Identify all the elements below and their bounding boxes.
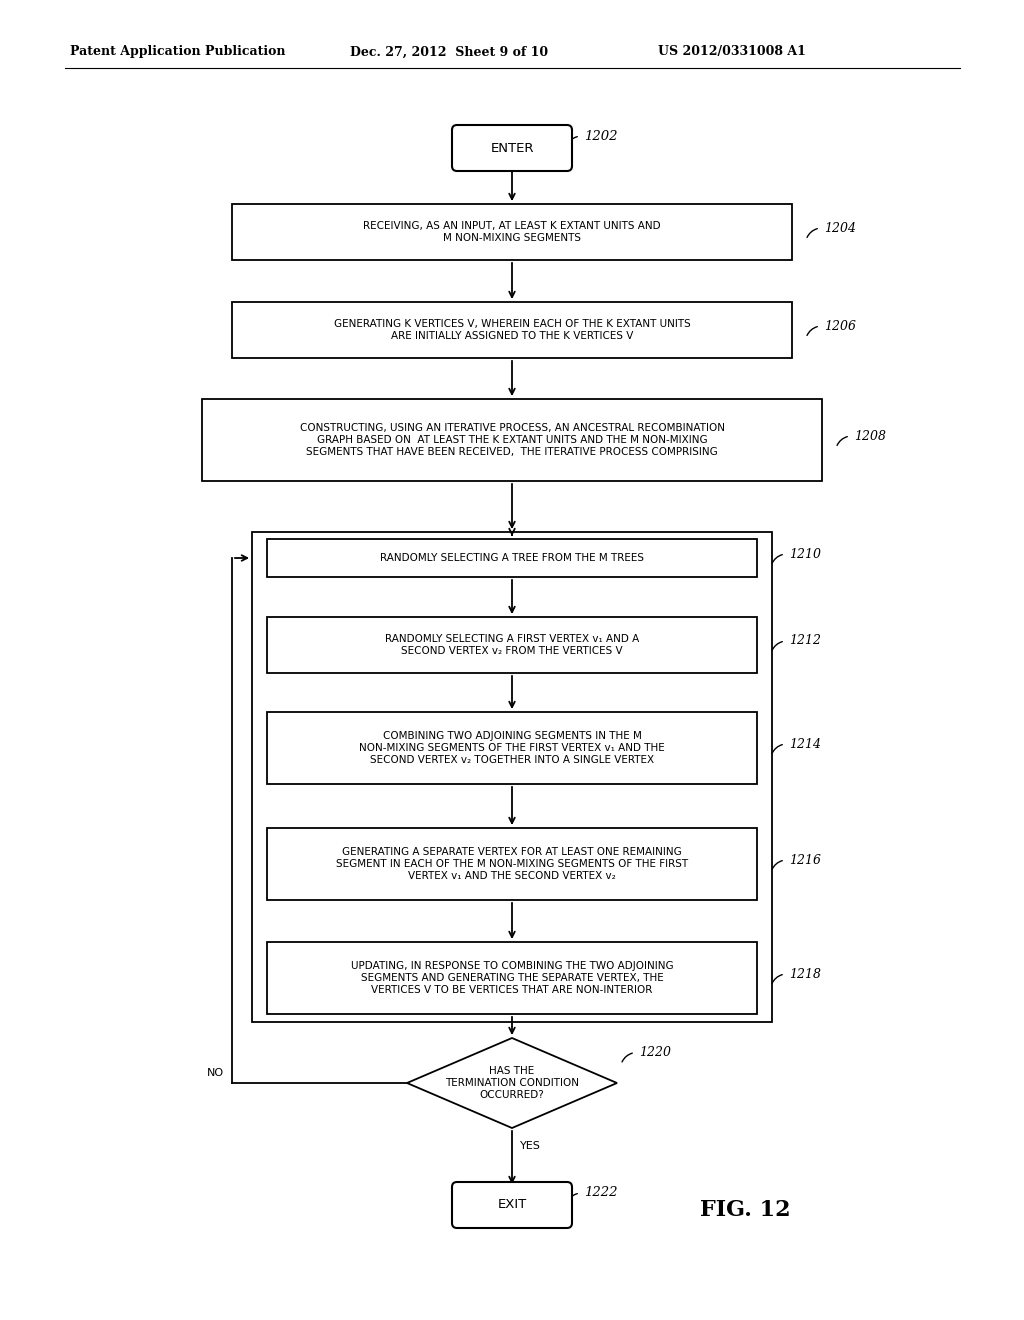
Bar xyxy=(232,302,792,358)
Text: NO: NO xyxy=(207,1068,224,1078)
Text: ENTER: ENTER xyxy=(490,141,534,154)
Bar xyxy=(232,205,792,260)
Text: 1216: 1216 xyxy=(790,854,821,866)
Bar xyxy=(202,399,822,480)
Text: 1212: 1212 xyxy=(790,635,821,648)
Text: 1206: 1206 xyxy=(824,319,856,333)
Text: YES: YES xyxy=(520,1140,541,1151)
Text: CONSTRUCTING, USING AN ITERATIVE PROCESS, AN ANCESTRAL RECOMBINATION
GRAPH BASED: CONSTRUCTING, USING AN ITERATIVE PROCESS… xyxy=(299,424,725,457)
Text: 1208: 1208 xyxy=(854,429,886,442)
Polygon shape xyxy=(407,1038,617,1129)
Text: 1214: 1214 xyxy=(790,738,821,751)
Text: 1210: 1210 xyxy=(790,548,821,561)
Text: UPDATING, IN RESPONSE TO COMBINING THE TWO ADJOINING
SEGMENTS AND GENERATING THE: UPDATING, IN RESPONSE TO COMBINING THE T… xyxy=(350,961,674,994)
Text: EXIT: EXIT xyxy=(498,1199,526,1212)
Text: RECEIVING, AS AN INPUT, AT LEAST K EXTANT UNITS AND
M NON-MIXING SEGMENTS: RECEIVING, AS AN INPUT, AT LEAST K EXTAN… xyxy=(364,222,660,243)
Bar xyxy=(267,616,757,673)
FancyBboxPatch shape xyxy=(452,125,572,172)
Text: RANDOMLY SELECTING A FIRST VERTEX v₁ AND A
SECOND VERTEX v₂ FROM THE VERTICES V: RANDOMLY SELECTING A FIRST VERTEX v₁ AND… xyxy=(385,634,639,656)
Text: GENERATING K VERTICES V, WHEREIN EACH OF THE K EXTANT UNITS
ARE INITIALLY ASSIGN: GENERATING K VERTICES V, WHEREIN EACH OF… xyxy=(334,319,690,341)
Bar xyxy=(252,532,772,1022)
Bar xyxy=(267,711,757,784)
Text: US 2012/0331008 A1: US 2012/0331008 A1 xyxy=(658,45,806,58)
Text: Patent Application Publication: Patent Application Publication xyxy=(70,45,286,58)
Bar xyxy=(267,828,757,900)
Text: 1202: 1202 xyxy=(584,129,617,143)
Text: GENERATING A SEPARATE VERTEX FOR AT LEAST ONE REMAINING
SEGMENT IN EACH OF THE M: GENERATING A SEPARATE VERTEX FOR AT LEAS… xyxy=(336,847,688,880)
Text: 1220: 1220 xyxy=(639,1045,671,1059)
Text: HAS THE
TERMINATION CONDITION
OCCURRED?: HAS THE TERMINATION CONDITION OCCURRED? xyxy=(445,1067,579,1100)
Bar xyxy=(267,942,757,1014)
Text: COMBINING TWO ADJOINING SEGMENTS IN THE M
NON-MIXING SEGMENTS OF THE FIRST VERTE: COMBINING TWO ADJOINING SEGMENTS IN THE … xyxy=(359,731,665,764)
Text: 1218: 1218 xyxy=(790,968,821,981)
Text: 1222: 1222 xyxy=(584,1187,617,1200)
Text: RANDOMLY SELECTING A TREE FROM THE M TREES: RANDOMLY SELECTING A TREE FROM THE M TRE… xyxy=(380,553,644,564)
FancyBboxPatch shape xyxy=(452,1181,572,1228)
Text: FIG. 12: FIG. 12 xyxy=(700,1199,791,1221)
Bar xyxy=(267,539,757,577)
Text: Dec. 27, 2012  Sheet 9 of 10: Dec. 27, 2012 Sheet 9 of 10 xyxy=(350,45,548,58)
Text: 1204: 1204 xyxy=(824,222,856,235)
